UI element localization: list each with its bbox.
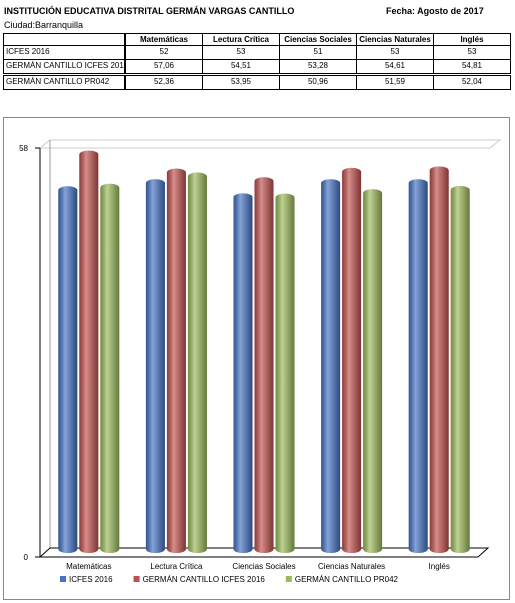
bar-shade	[58, 186, 78, 553]
table-cell: 52,04	[433, 75, 511, 90]
bar-group	[321, 179, 341, 554]
x-tick-label: Ciencias Naturales	[318, 562, 385, 571]
legend-label: GERMÁN CANTILLO ICFES 2016	[143, 575, 266, 584]
bar-group	[79, 150, 99, 554]
legend-swatch	[60, 576, 66, 582]
title: INSTITUCIÓN EDUCATIVA DISTRITAL GERMÁN V…	[4, 6, 295, 16]
bar-shade	[254, 177, 274, 554]
bar-shade	[321, 179, 341, 554]
y-tick-label: 58	[19, 144, 28, 153]
bar-group	[450, 186, 470, 554]
bar-group	[254, 177, 274, 554]
bar-group	[363, 189, 383, 554]
bar-group	[233, 193, 253, 554]
bar-shade	[342, 167, 362, 554]
bar-group	[342, 167, 362, 554]
bar-group	[166, 168, 186, 553]
legend-swatch	[133, 576, 140, 582]
legend-swatch	[285, 576, 292, 582]
bar-shade	[145, 179, 165, 554]
bar-group	[145, 179, 165, 554]
x-tick-label: Inglés	[429, 562, 450, 571]
bar-shade	[275, 193, 295, 553]
bar-group	[429, 166, 449, 553]
bar-group	[100, 183, 120, 553]
table-cell: GERMÁN CANTILLO PR042	[3, 75, 125, 90]
bar-shade	[79, 150, 99, 554]
table-cell: 54,81	[433, 59, 511, 74]
bar-shade	[187, 172, 207, 553]
bar-shade	[100, 183, 120, 553]
x-tick-label: Ciencias Sociales	[232, 562, 295, 571]
bar-shade	[450, 186, 470, 554]
bar-group	[408, 179, 428, 554]
bar-shade	[408, 179, 428, 554]
table-cell: GERMÁN CANTILLO ICFES 2016	[3, 59, 125, 74]
x-tick-label: Lectura Crítica	[150, 562, 203, 571]
legend-label: GERMÁN CANTILLO PR042	[295, 575, 399, 584]
legend-label: ICFES 2016	[69, 575, 113, 584]
city: Ciudad:Barranquilla	[4, 20, 84, 30]
bar-shade	[429, 166, 449, 553]
bar-shade	[363, 189, 383, 554]
back-wall	[38, 139, 502, 149]
date: Fecha: Agosto de 2017	[386, 6, 484, 16]
bar-shade	[233, 193, 253, 554]
x-tick-label: Matemáticas	[66, 562, 111, 571]
bar-group	[187, 172, 207, 553]
bar-group	[58, 186, 78, 553]
bar-shade	[166, 168, 186, 553]
bar-group	[275, 193, 295, 553]
y-tick-label: 0	[24, 553, 29, 562]
